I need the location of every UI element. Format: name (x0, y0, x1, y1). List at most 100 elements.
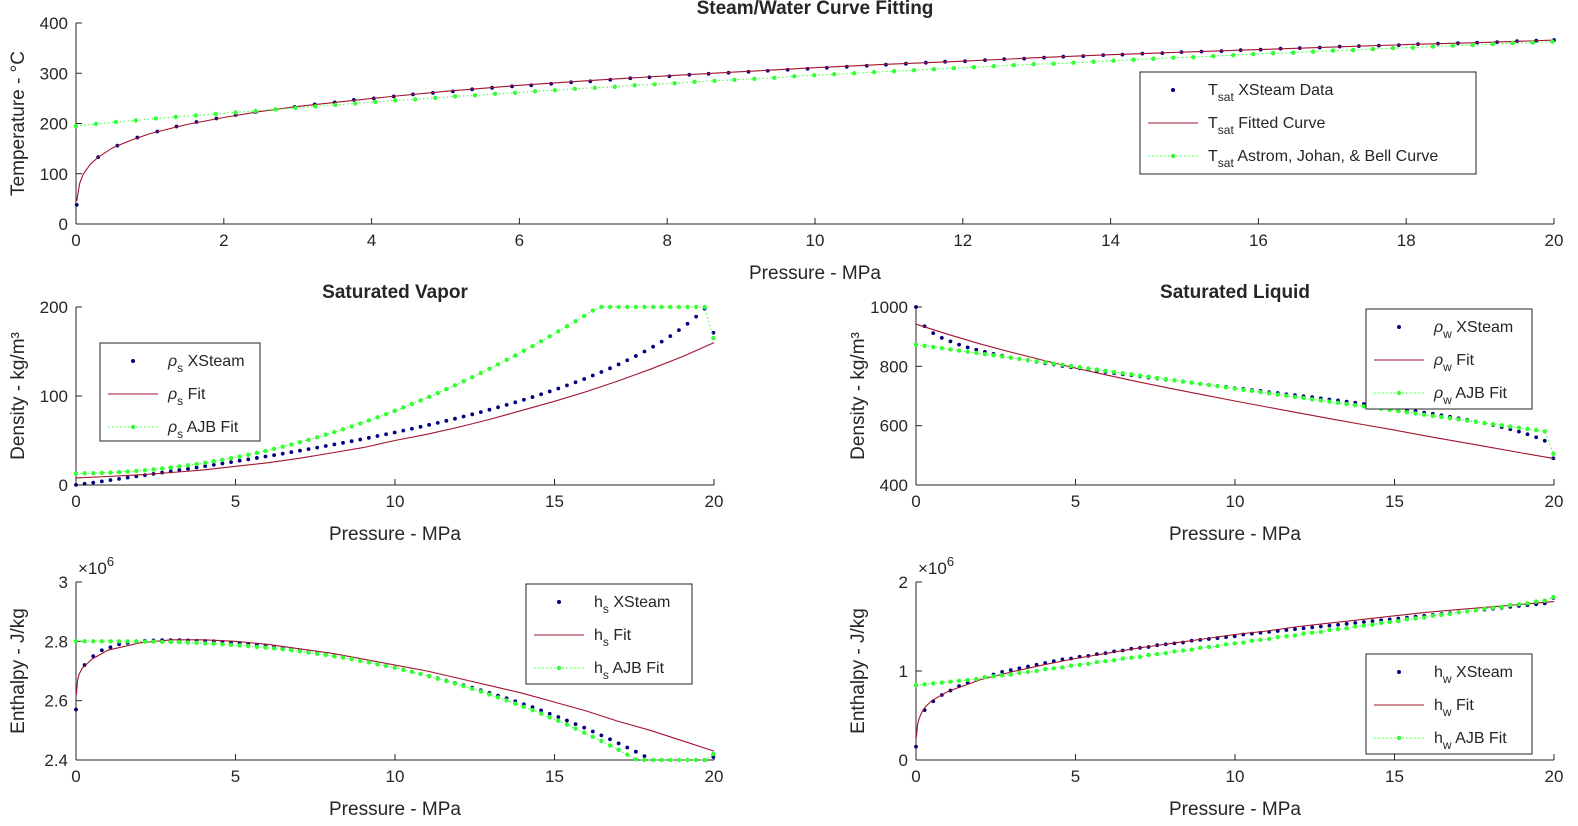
y-tick-label: 2 (899, 573, 908, 592)
ajb-point (599, 304, 604, 310)
ajb-point (931, 67, 937, 72)
ajb-point (1404, 410, 1410, 415)
data-point (366, 435, 371, 440)
ajb-point (373, 99, 378, 105)
ajb-point (254, 644, 260, 650)
ajb-point (812, 73, 817, 78)
ajb-point (444, 678, 449, 684)
ajb-point (228, 642, 234, 648)
ajb-point (599, 738, 604, 744)
ajb-point (1103, 659, 1108, 664)
data-point (948, 339, 953, 344)
ajb-point (1430, 44, 1436, 49)
ajb-point (1129, 655, 1134, 660)
ajb-point (392, 408, 397, 414)
fit-line (76, 39, 1555, 201)
ajb-point (1060, 362, 1065, 368)
ajb-point (392, 665, 397, 670)
legend-entry-data: ρw XSteam (1397, 319, 1513, 341)
ajb-point (133, 118, 139, 123)
x-tick-label: 20 (1545, 767, 1564, 786)
data-point (582, 725, 587, 730)
ajb-point (73, 471, 79, 476)
ajb-point (971, 65, 977, 70)
ajb-point (642, 304, 647, 310)
data-point (694, 314, 699, 319)
data-point (401, 428, 406, 433)
ajb-point (271, 446, 277, 452)
ajb-point (253, 108, 258, 114)
ajb-point (616, 747, 621, 753)
data-point (1534, 435, 1539, 440)
ajb-point (383, 663, 389, 669)
x-tick-label: 2 (219, 231, 228, 250)
ajb-point (478, 370, 484, 376)
ajb-point (194, 640, 199, 646)
data-point (306, 447, 311, 452)
ajb-point (832, 72, 837, 77)
data-point (599, 370, 604, 374)
legend-marker (1396, 735, 1402, 741)
x-tick-label: 20 (705, 492, 724, 511)
ajb-point (1180, 379, 1186, 384)
series-fit (75, 342, 715, 479)
ajb-point (366, 418, 372, 423)
ajb-point (134, 639, 139, 644)
y-tick-label: 400 (40, 14, 68, 33)
ajb-point (1456, 610, 1461, 615)
ajb-point (633, 304, 639, 310)
ajb-point (73, 123, 79, 129)
ajb-point (939, 346, 945, 351)
ajb-point (911, 68, 917, 73)
data-point (341, 440, 345, 445)
data-point (461, 414, 466, 419)
ajb-point (366, 660, 372, 665)
ajb-point (592, 85, 597, 91)
ajb-point (194, 461, 199, 467)
ajb-point (1350, 47, 1356, 53)
ajb-point (982, 675, 988, 680)
ajb-point (151, 467, 156, 472)
ajb-point (306, 650, 311, 655)
ajb-point (1353, 624, 1358, 629)
ajb-point (732, 77, 737, 82)
x-tick-label: 5 (1071, 492, 1080, 511)
ajb-point (82, 639, 87, 644)
ajb-point (193, 113, 198, 118)
legend-label: ρw XSteam (1433, 319, 1513, 341)
data-point (229, 460, 233, 465)
data-point (444, 418, 449, 423)
legend-entry-fit: ρw Fit (1374, 352, 1475, 374)
ajb-point (426, 674, 432, 679)
ajb-point (1490, 421, 1496, 427)
data-point (1542, 438, 1547, 443)
x-axis-label: Pressure - MPa (329, 799, 461, 820)
ajb-point (965, 349, 970, 354)
data-point (323, 444, 328, 448)
ajb-point (185, 463, 191, 468)
data-point (1026, 664, 1030, 669)
data-point (220, 461, 225, 466)
legend-marker (1171, 88, 1175, 92)
ajb-point (1335, 626, 1341, 632)
ajb-point (340, 427, 346, 432)
data-point (1361, 620, 1366, 624)
ajb-point (1266, 636, 1272, 642)
ajb-point (1318, 629, 1324, 635)
ajb-point (991, 353, 996, 358)
ajb-point (931, 681, 936, 686)
data-point (82, 663, 87, 667)
ajb-point (82, 471, 87, 476)
ajb-point (913, 683, 919, 688)
legend-label: Tsat Astrom, Johan, & Bell Curve (1208, 148, 1438, 170)
y-tick-label: 400 (880, 476, 908, 495)
data-point (565, 718, 569, 723)
data-point (496, 405, 500, 410)
ajb-point (142, 639, 148, 644)
ajb-point (612, 84, 617, 90)
ajb-point (108, 639, 113, 644)
data-point (99, 648, 104, 653)
ajb-point (202, 641, 208, 646)
ajb-point (413, 97, 418, 102)
